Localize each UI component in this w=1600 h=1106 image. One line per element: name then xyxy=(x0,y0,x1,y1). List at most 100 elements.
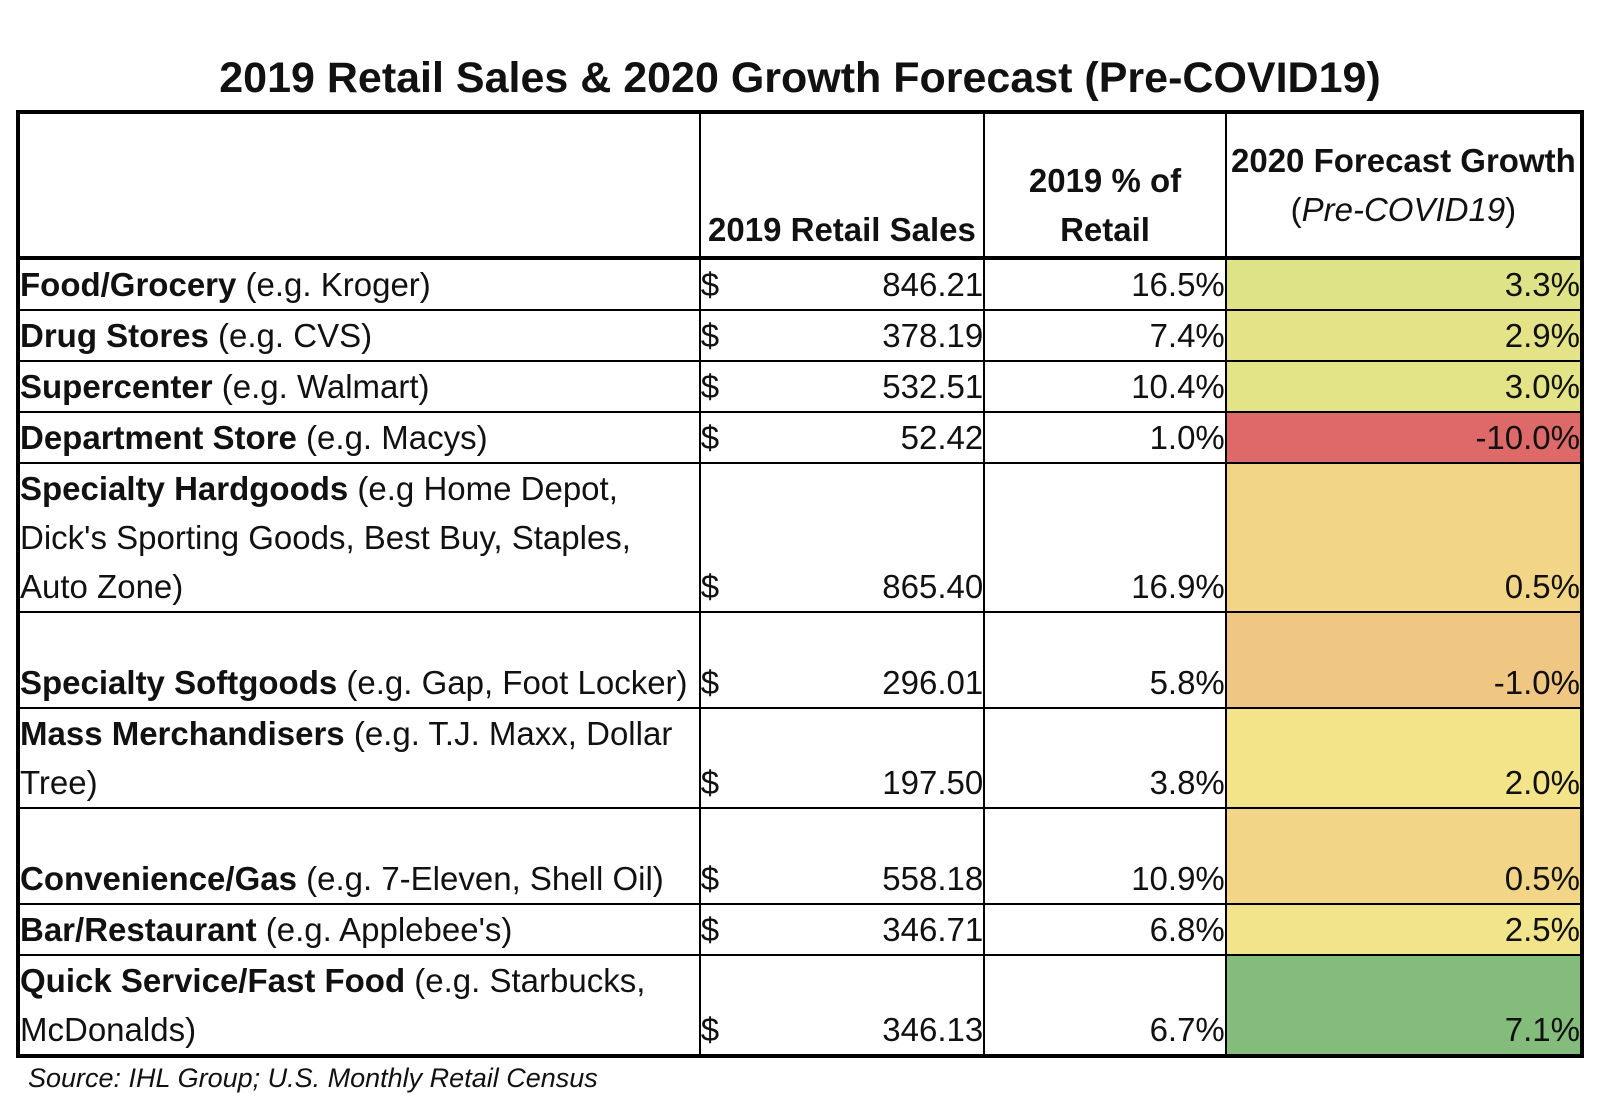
row-growth: 2.9% xyxy=(1224,309,1584,362)
row-sales-value: 296.01 xyxy=(882,664,984,701)
row-pct: 6.8% xyxy=(983,903,1227,956)
table-row: Supercenter (e.g. Walmart) $532.51 10.4% 3.… xyxy=(17,360,1584,413)
header-growth-line1: 2020 Forecast Growth xyxy=(1230,142,1576,179)
row-category: Specialty Hardgoods (e.g Home Depot, Dic… xyxy=(17,462,701,613)
row-growth: 2.5% xyxy=(1224,903,1584,956)
row-growth: 7.1% xyxy=(1224,954,1584,1057)
row-category: Mass Merchandisers (e.g. T.J. Maxx, Doll… xyxy=(17,707,701,809)
row-category: Convenience/Gas (e.g. 7-Eleven, Shell Oi… xyxy=(17,807,701,905)
row-category-example: (e.g. Starbucks, McDonalds) xyxy=(20,962,646,1048)
row-sales-value: 52.42 xyxy=(900,419,984,456)
row-pct: 10.4% xyxy=(983,360,1227,413)
row-sales: $865.40 xyxy=(698,462,986,613)
row-pct: 16.5% xyxy=(983,257,1227,311)
row-sales-currency: $ xyxy=(700,764,720,801)
header-growth-paren-close: ) xyxy=(1505,191,1517,228)
row-pct: 5.8% xyxy=(983,611,1227,709)
retail-sales-table: 2019 Retail Sales 2019 % of Retail 2020 … xyxy=(16,110,1584,1058)
row-category-name: Quick Service/Fast Food xyxy=(20,962,406,999)
row-sales-currency: $ xyxy=(700,266,720,303)
row-sales: $846.21 xyxy=(698,257,986,311)
row-sales-currency: $ xyxy=(700,419,720,456)
header-growth-note: (Pre-COVID19) xyxy=(1227,185,1580,234)
row-growth: 2.0% xyxy=(1224,707,1584,809)
row-sales-currency: $ xyxy=(700,1011,720,1048)
table-row: Bar/Restaurant (e.g. Applebee's) $346.71 6… xyxy=(17,903,1584,956)
row-pct: 6.7% xyxy=(983,954,1227,1057)
row-category-name: Drug Stores xyxy=(20,317,209,354)
row-category-example: (e.g. Applebee's) xyxy=(256,911,513,948)
row-sales: $52.42 xyxy=(698,411,986,464)
row-category-example: (e.g. Macys) xyxy=(296,419,488,456)
header-growth-paren-text: Pre-COVID19 xyxy=(1301,191,1506,228)
row-category-name: Bar/Restaurant xyxy=(20,911,257,948)
row-sales-value: 865.40 xyxy=(882,568,984,605)
row-sales-currency: $ xyxy=(700,317,720,354)
header-growth: 2020 Forecast Growth (Pre-COVID19) xyxy=(1224,111,1584,260)
table-title: 2019 Retail Sales & 2020 Growth Forecast… xyxy=(219,54,1381,102)
row-pct: 1.0% xyxy=(983,411,1227,464)
row-sales-value: 346.71 xyxy=(882,911,984,948)
row-sales: $296.01 xyxy=(698,611,986,709)
row-pct: 10.9% xyxy=(983,807,1227,905)
row-growth: 0.5% xyxy=(1224,462,1584,613)
row-growth: 0.5% xyxy=(1224,807,1584,905)
row-sales-currency: $ xyxy=(700,568,720,605)
row-category-example: (e.g. T.J. Maxx, Dollar Tree) xyxy=(20,715,673,801)
header-pct: 2019 % of Retail xyxy=(983,111,1227,260)
table-row: Drug Stores (e.g. CVS) $378.19 7.4% 2.9% xyxy=(17,309,1584,362)
header-category xyxy=(17,111,701,260)
row-pct: 16.9% xyxy=(983,462,1227,613)
row-category-name: Convenience/Gas xyxy=(20,860,297,897)
row-growth: 3.3% xyxy=(1224,257,1584,311)
row-sales-value: 532.51 xyxy=(882,368,984,405)
row-sales-value: 378.19 xyxy=(882,317,984,354)
row-category: Food/Grocery (e.g. Kroger) xyxy=(17,257,701,311)
row-sales-currency: $ xyxy=(700,911,720,948)
row-category: Bar/Restaurant (e.g. Applebee's) xyxy=(17,903,701,956)
row-category: Department Store (e.g. Macys) xyxy=(17,411,701,464)
row-sales-value: 197.50 xyxy=(882,764,984,801)
header-sales: 2019 Retail Sales xyxy=(698,111,986,260)
row-category: Quick Service/Fast Food (e.g. Starbucks,… xyxy=(17,954,701,1057)
row-category-name: Mass Merchandisers xyxy=(20,715,345,752)
row-growth: 3.0% xyxy=(1224,360,1584,413)
row-sales: $558.18 xyxy=(698,807,986,905)
row-category-name: Department Store xyxy=(20,419,297,456)
row-category-name: Food/Grocery xyxy=(20,266,237,303)
row-category-example: (e.g. 7-Eleven, Shell Oil) xyxy=(296,860,664,897)
table-row: Convenience/Gas (e.g. 7-Eleven, Shell Oi… xyxy=(17,807,1584,905)
row-category-example: (e.g. Gap, Foot Locker) xyxy=(337,664,688,701)
row-category-example: (e.g. Kroger) xyxy=(236,266,431,303)
row-category-name: Supercenter xyxy=(20,368,213,405)
row-sales: $532.51 xyxy=(698,360,986,413)
source-note: Source: IHL Group; U.S. Monthly Retail C… xyxy=(28,1063,598,1093)
table-row: Specialty Hardgoods (e.g Home Depot, Dic… xyxy=(17,462,1584,613)
row-category-name: Specialty Softgoods xyxy=(20,664,338,701)
row-sales-value: 346.13 xyxy=(882,1011,984,1048)
row-category-example: (e.g. Walmart) xyxy=(212,368,430,405)
row-sales-currency: $ xyxy=(700,860,720,897)
row-category: Specialty Softgoods (e.g. Gap, Foot Lock… xyxy=(17,611,701,709)
row-category: Supercenter (e.g. Walmart) xyxy=(17,360,701,413)
row-sales: $346.13 xyxy=(698,954,986,1057)
row-sales: $378.19 xyxy=(698,309,986,362)
row-pct: 3.8% xyxy=(983,707,1227,809)
row-category: Drug Stores (e.g. CVS) xyxy=(17,309,701,362)
row-sales-currency: $ xyxy=(700,368,720,405)
table-row: Food/Grocery (e.g. Kroger) $846.21 16.5% 3.… xyxy=(17,257,1584,311)
row-category-example: (e.g Home Depot, Dick's Sporting Goods, … xyxy=(20,470,631,605)
row-sales: $346.71 xyxy=(698,903,986,956)
row-pct: 7.4% xyxy=(983,309,1227,362)
header-row: 2019 Retail Sales 2019 % of Retail 2020 … xyxy=(17,111,1584,260)
row-sales-value: 558.18 xyxy=(882,860,984,897)
row-sales-value: 846.21 xyxy=(882,266,984,303)
header-growth-paren-open: ( xyxy=(1290,191,1302,228)
row-category-name: Specialty Hardgoods xyxy=(20,470,349,507)
table-row: Specialty Softgoods (e.g. Gap, Foot Lock… xyxy=(17,611,1584,709)
table-row: Quick Service/Fast Food (e.g. Starbucks,… xyxy=(17,954,1584,1057)
row-sales-currency: $ xyxy=(700,664,720,701)
table-row: Mass Merchandisers (e.g. T.J. Maxx, Doll… xyxy=(17,707,1584,809)
row-category-example: (e.g. CVS) xyxy=(208,317,373,354)
row-sales: $197.50 xyxy=(698,707,986,809)
